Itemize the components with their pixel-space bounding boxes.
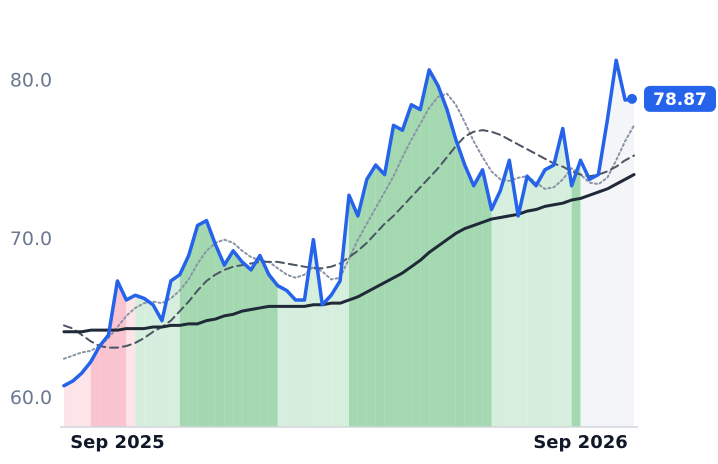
area-segment <box>357 179 367 427</box>
area-segment <box>527 176 537 427</box>
area-segment <box>536 169 545 427</box>
area-segment <box>144 298 154 427</box>
area-segment <box>206 220 216 427</box>
area-segment <box>340 195 349 427</box>
area-segment <box>233 250 243 427</box>
area-segment <box>268 274 278 427</box>
x-tick-label: Sep 2026 <box>533 432 627 453</box>
area-segment <box>90 346 100 427</box>
value-label: 78.87 <box>653 90 707 110</box>
area-segment <box>446 109 456 427</box>
area-segment <box>153 304 162 427</box>
area-segment <box>331 280 341 427</box>
area-segment <box>625 98 634 427</box>
area-segment <box>179 255 189 427</box>
area-segment <box>108 280 118 427</box>
area-segment <box>277 285 287 427</box>
area-segment <box>366 165 376 427</box>
area-segment <box>544 165 554 427</box>
x-tick-label: Sep 2025 <box>70 432 164 453</box>
moving-average-line <box>62 173 636 334</box>
area-segment <box>598 120 608 427</box>
area-segment <box>99 334 109 427</box>
area-segment <box>81 361 91 427</box>
price-line <box>62 58 636 388</box>
y-tick-label: 70.0 <box>10 228 52 250</box>
area-segment <box>313 239 323 427</box>
area-segment <box>295 300 305 427</box>
area-segment <box>464 165 474 427</box>
area-segment <box>117 280 127 427</box>
area-segment <box>72 373 82 427</box>
moving-average-line <box>63 92 635 360</box>
area-segment <box>251 255 260 427</box>
y-tick-label: 60.0 <box>10 387 52 409</box>
area-segment <box>500 160 510 427</box>
area-segment <box>411 104 421 427</box>
area-segment <box>384 125 394 427</box>
area-segment <box>420 69 430 427</box>
area-segment <box>473 169 483 427</box>
area-segment <box>438 85 447 428</box>
area-segment <box>589 174 599 427</box>
area-segment <box>286 290 296 427</box>
area-segment <box>259 255 269 427</box>
area-segment <box>64 380 73 427</box>
area-segment <box>509 160 519 427</box>
area-segment <box>349 195 358 427</box>
area-segment <box>215 244 225 427</box>
moving-average-line <box>63 129 635 349</box>
value-badge <box>644 85 716 112</box>
area-segment <box>491 190 501 427</box>
area-segment <box>224 250 234 427</box>
area-segment <box>553 128 563 427</box>
area-segment <box>402 104 412 427</box>
area-segment <box>571 160 581 427</box>
area-segment <box>580 160 590 427</box>
area-segment <box>616 60 626 427</box>
area-segment <box>518 176 528 427</box>
area-segment <box>375 165 385 427</box>
area-segment <box>242 261 252 427</box>
area-segment <box>455 139 465 427</box>
area-segment <box>607 60 617 427</box>
last-point <box>627 93 637 104</box>
area-segment <box>482 169 492 427</box>
area-segment <box>135 295 145 427</box>
y-tick-label: 80.0 <box>10 69 52 91</box>
area-segment <box>322 295 332 427</box>
